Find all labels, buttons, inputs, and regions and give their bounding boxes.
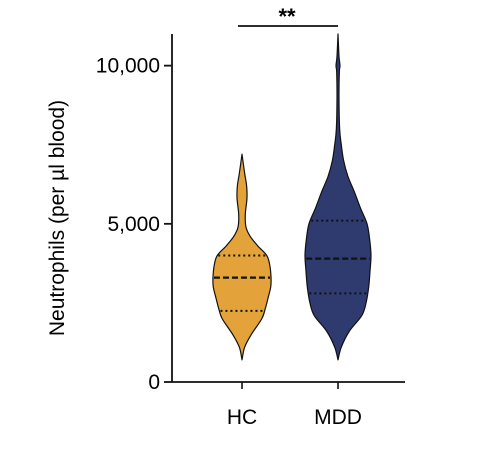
- violin-mdd: [304, 33, 372, 361]
- axes-group: [164, 25, 405, 389]
- x-tick-label-mdd: MDD: [314, 406, 362, 429]
- y-tick-label: 0: [148, 371, 160, 394]
- y-tick-label: 10,000: [96, 55, 160, 78]
- violin-hc: [212, 153, 272, 361]
- significance-label: **: [278, 4, 296, 29]
- y-axis-title: Neutrophils (per µl blood): [46, 100, 69, 336]
- labels-group: 0 5,000 10,000 HC MDD Neutrophils (per µl blo…: [46, 4, 362, 429]
- x-tick-label-hc: HC: [227, 406, 257, 429]
- y-tick-label: 5,000: [107, 213, 160, 236]
- violins-group: [212, 33, 372, 361]
